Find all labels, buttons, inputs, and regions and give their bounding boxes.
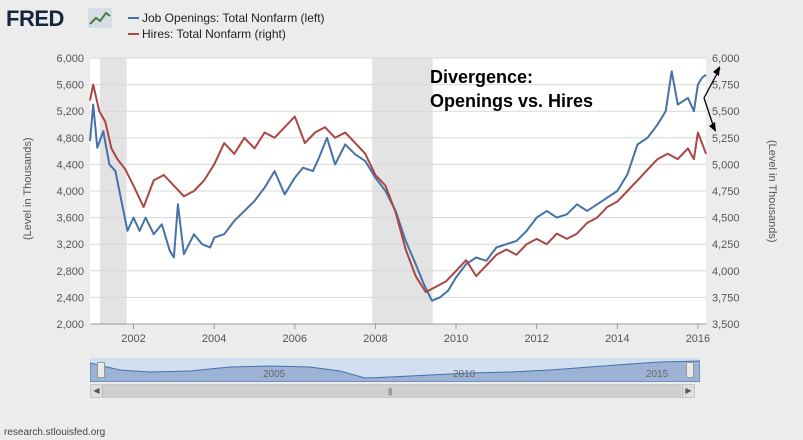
navigator-handle-right[interactable] (686, 362, 694, 378)
divergence-arrowhead-bottom (709, 122, 716, 132)
y-tick-right-10: 6,000 (712, 53, 740, 65)
series-line-hires (89, 83, 707, 294)
range-navigator[interactable]: 2005 2010 2015 (90, 358, 700, 382)
y-tick-right-4: 4,500 (712, 213, 740, 225)
navigator-area (90, 360, 700, 382)
divergence-arrowhead-top (713, 66, 720, 76)
scroll-left-button[interactable]: ◀ (91, 385, 103, 397)
source-link[interactable]: research.stlouisfed.org (4, 427, 106, 438)
y-tick-left-3: 3,200 (56, 239, 84, 251)
annotation: Divergence: Openings vs. Hires (430, 67, 593, 111)
divergence-arrow-line (703, 67, 721, 129)
scroll-thumb[interactable]: ||| (103, 385, 681, 397)
x-tick-1: 2004 (202, 333, 226, 345)
series-line-job-openings (89, 70, 707, 302)
y-tick-left-10: 6,000 (56, 53, 84, 65)
x-tick-5: 2012 (524, 333, 548, 345)
y-tick-left-9: 5,600 (56, 80, 84, 92)
y-tick-right-2: 4,000 (712, 266, 740, 278)
y-tick-left-8: 5,200 (56, 106, 84, 118)
navigator-label-2005: 2005 (263, 369, 286, 380)
scroll-right-button[interactable]: ▶ (682, 385, 694, 397)
y-tick-right-6: 5,000 (712, 159, 740, 171)
chart-legend: Job Openings: Total Nonfarm (left) Hires… (128, 10, 325, 42)
navigator-scrollbar[interactable]: ◀ ||| ▶ (90, 384, 695, 398)
x-tick-0: 2002 (121, 333, 145, 345)
legend-label-job-openings: Job Openings: Total Nonfarm (left) (142, 11, 325, 25)
x-tick-2: 2006 (283, 333, 307, 345)
y-tick-right-0: 3,500 (712, 319, 740, 331)
y-tick-right-8: 5,500 (712, 106, 740, 118)
annotation-line-2: Openings vs. Hires (430, 91, 593, 111)
y-tick-left-5: 4,000 (56, 186, 84, 198)
y-tick-left-4: 3,600 (56, 213, 84, 225)
y-tick-left-7: 4,800 (56, 133, 84, 145)
axes: 2,000 2,400 2,800 3,200 3,600 4,000 4,400 4,800… (56, 53, 739, 345)
y-tick-left-0: 2,000 (56, 319, 84, 331)
line-chart: 2,000 2,400 2,800 3,200 3,600 4,000 4,400 4,800… (56, 53, 739, 345)
y-tick-right-7: 5,250 (712, 133, 740, 145)
x-tick-6: 2014 (605, 333, 629, 345)
y-tick-right-1: 3,750 (712, 292, 740, 304)
series-lines (89, 70, 707, 302)
y-tick-left-6: 4,400 (56, 159, 84, 171)
navigator-label-2015: 2015 (646, 369, 669, 380)
fred-logo[interactable]: FRED (6, 6, 64, 31)
fred-chart-icon (88, 8, 112, 28)
chart-header: FRED Job Openings: Total Nonfarm (left) … (0, 0, 803, 44)
x-tick-4: 2010 (444, 333, 468, 345)
legend-swatch-hires (128, 33, 139, 35)
legend-item-job-openings[interactable]: Job Openings: Total Nonfarm (left) (128, 10, 325, 26)
x-tick-3: 2008 (363, 333, 387, 345)
annotation-line-1: Divergence: (430, 67, 533, 87)
y-tick-right-3: 4,250 (712, 239, 740, 251)
navigator-plot: 2005 2010 2015 (90, 358, 700, 382)
y-tick-right-5: 4,750 (712, 186, 740, 198)
legend-item-hires[interactable]: Hires: Total Nonfarm (right) (128, 26, 325, 42)
grip-icon: ||| (388, 387, 392, 396)
divergence-arrow (703, 66, 721, 132)
y-tick-left-1: 2,400 (56, 292, 84, 304)
navigator-handle-left[interactable] (97, 362, 105, 378)
navigator-label-2010: 2010 (453, 369, 476, 380)
legend-label-hires: Hires: Total Nonfarm (right) (142, 27, 286, 41)
x-tick-7: 2016 (686, 333, 710, 345)
y-tick-left-2: 2,800 (56, 266, 84, 278)
legend-swatch-job-openings (128, 17, 139, 19)
y-tick-right-9: 5,750 (712, 80, 740, 92)
